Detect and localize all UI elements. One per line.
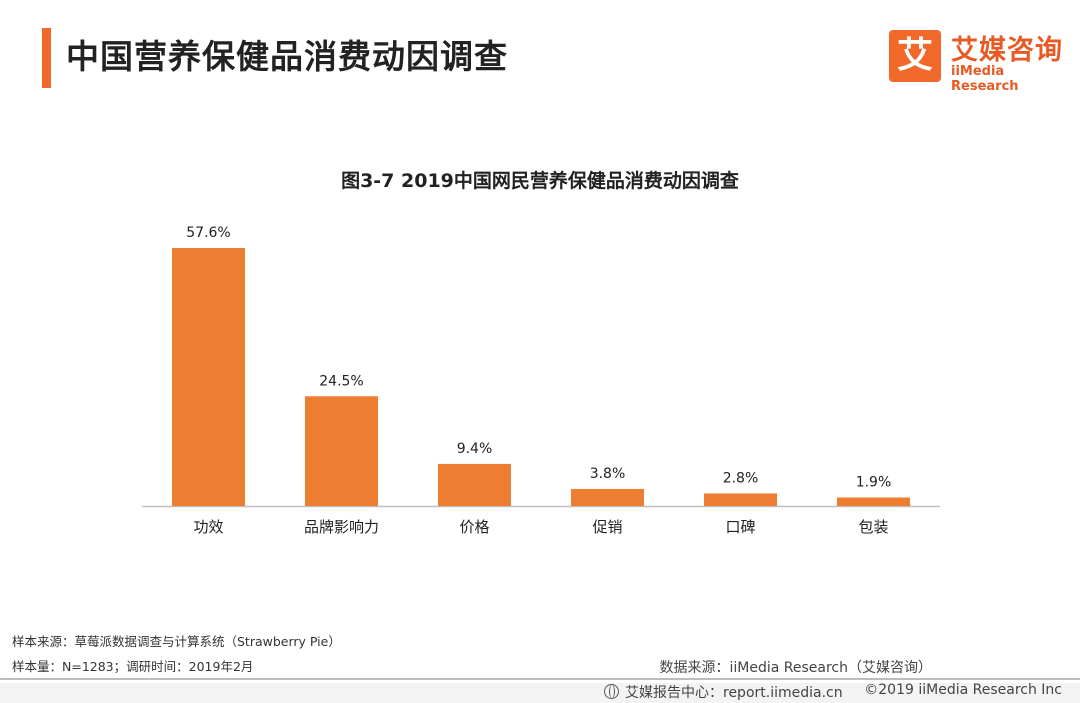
category-label-0: 功效 xyxy=(193,518,223,536)
bar-5 xyxy=(837,497,910,506)
data-label-0: 57.6% xyxy=(186,225,230,241)
bar-4 xyxy=(704,493,777,506)
data-label-1: 24.5% xyxy=(319,373,363,389)
brand-logo: 艾 艾媒咨询 iiMedia Research xyxy=(889,26,1064,94)
bar-1 xyxy=(305,396,378,506)
report-center-link[interactable]: 艾媒报告中心：report.iimedia.cn xyxy=(604,682,843,702)
globe-icon xyxy=(604,684,619,699)
copyright-text: ©2019 iiMedia Research Inc xyxy=(864,682,1062,698)
data-label-3: 3.8% xyxy=(590,466,626,482)
title-accent-bar xyxy=(42,28,51,88)
footer-band xyxy=(0,683,1080,703)
category-label-3: 促销 xyxy=(592,518,622,536)
category-label-2: 价格 xyxy=(459,518,489,536)
data-label-2: 9.4% xyxy=(457,441,493,457)
data-source-note: 数据来源：iiMedia Research（艾媒咨询） xyxy=(659,660,933,676)
data-label-5: 1.9% xyxy=(856,474,892,490)
logo-text-en: iiMedia Research xyxy=(951,64,1019,94)
chart-title: 图3-7 2019中国网民营养保健品消费动因调查 xyxy=(341,170,739,192)
footer-divider xyxy=(0,678,1080,680)
data-label-4: 2.8% xyxy=(723,470,759,486)
logo-text-cn: 艾媒咨询 xyxy=(951,35,1063,66)
report-center-text: 艾媒报告中心：report.iimedia.cn xyxy=(625,685,843,701)
sample-size-note: 样本量：N=1283；调研时间：2019年2月 xyxy=(12,659,254,674)
category-label-1: 品牌影响力 xyxy=(304,518,379,536)
bar-0 xyxy=(172,248,245,506)
bar-3 xyxy=(571,488,644,506)
category-label-5: 包装 xyxy=(858,518,888,536)
page-title: 中国营养保健品消费动因调查 xyxy=(66,37,508,76)
bar-2 xyxy=(438,463,511,506)
sample-source-note: 样本来源：草莓派数据调查与计算系统（Strawberry Pie） xyxy=(12,634,341,649)
category-label-4: 口碑 xyxy=(725,518,755,536)
logo-icon: 艾 xyxy=(889,30,941,82)
